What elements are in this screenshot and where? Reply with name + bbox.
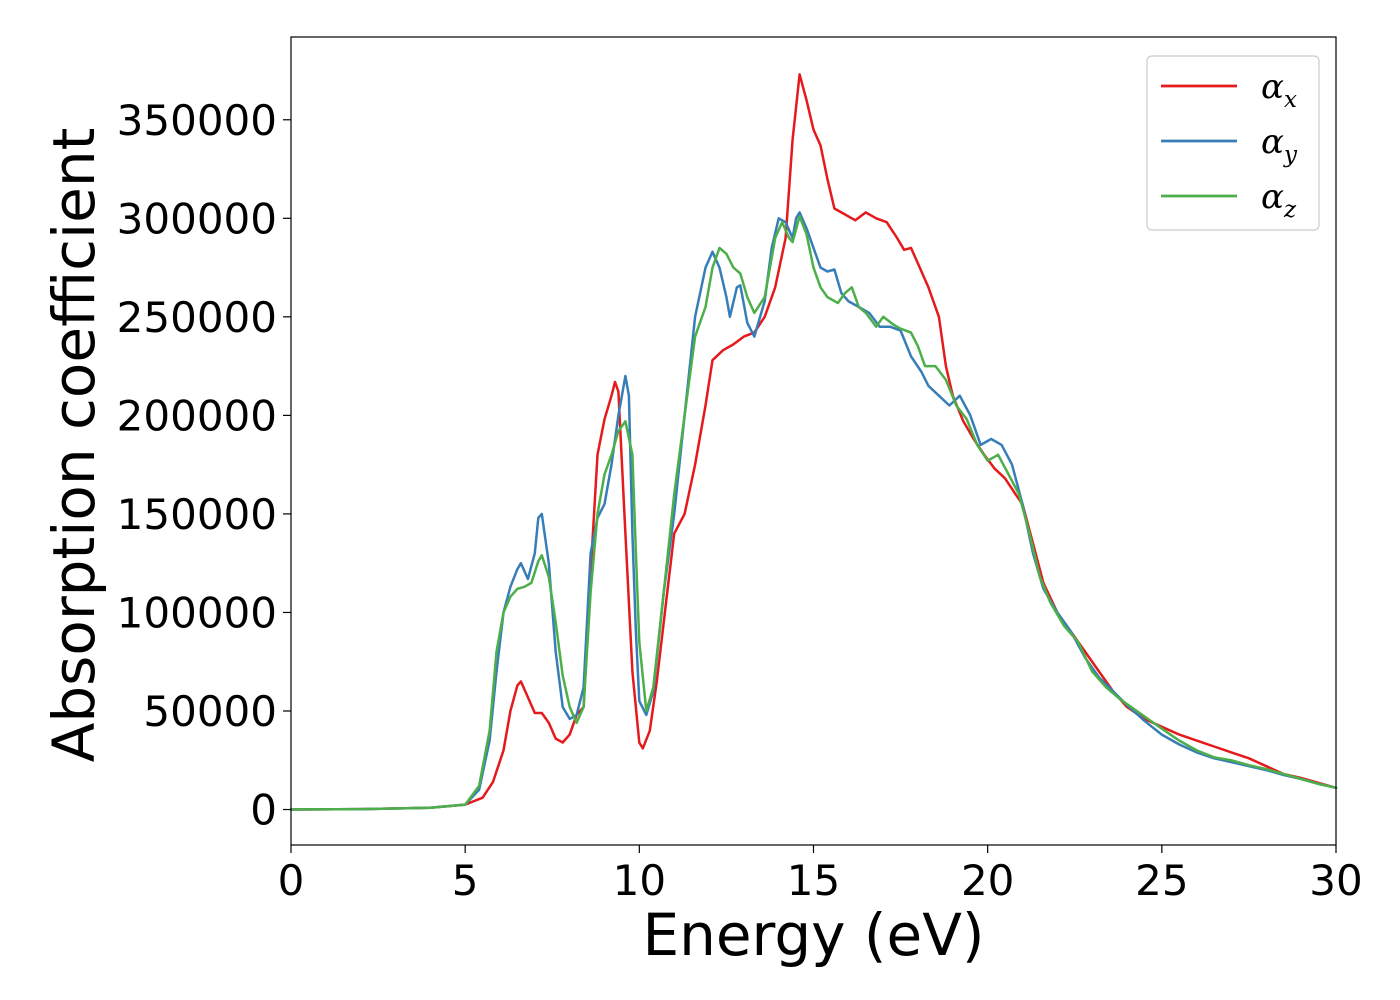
x-tick-label: 10: [613, 856, 666, 905]
y-tick-label: 350000: [117, 96, 277, 145]
x-tick-label: 5: [452, 856, 479, 905]
x-axis-ticks: 0 5 10 15 20 25 30: [278, 845, 1363, 905]
series-line-z: [289, 215, 1338, 811]
y-tick-label: 250000: [117, 293, 277, 342]
series-line-x: [289, 73, 1338, 811]
x-tick-label: 20: [961, 856, 1014, 905]
series-layer: [289, 73, 1338, 811]
x-tick-label: 15: [787, 856, 840, 905]
legend-box: [1146, 55, 1320, 231]
series-line-y: [289, 211, 1338, 811]
y-tick-label: 0: [250, 786, 277, 835]
legend-subscript-z: z: [1283, 197, 1297, 223]
legend-subscript-x: x: [1284, 87, 1297, 113]
x-tick-label: 0: [278, 856, 305, 905]
y-tick-label: 150000: [117, 490, 277, 539]
y-axis-title: Absorption coefficient: [40, 128, 108, 763]
y-tick-label: 300000: [117, 194, 277, 243]
x-axis-title: Energy (eV): [642, 901, 984, 969]
x-tick-label: 30: [1309, 856, 1362, 905]
y-axis-ticks: 0 50000 100000 150000 200000 250000 300000 3500…: [117, 96, 291, 835]
x-tick-label: 25: [1135, 856, 1188, 905]
legend-subscript-y: y: [1283, 142, 1298, 168]
y-tick-label: 200000: [117, 391, 277, 440]
y-tick-label: 100000: [117, 588, 277, 637]
y-tick-label: 50000: [143, 687, 277, 736]
